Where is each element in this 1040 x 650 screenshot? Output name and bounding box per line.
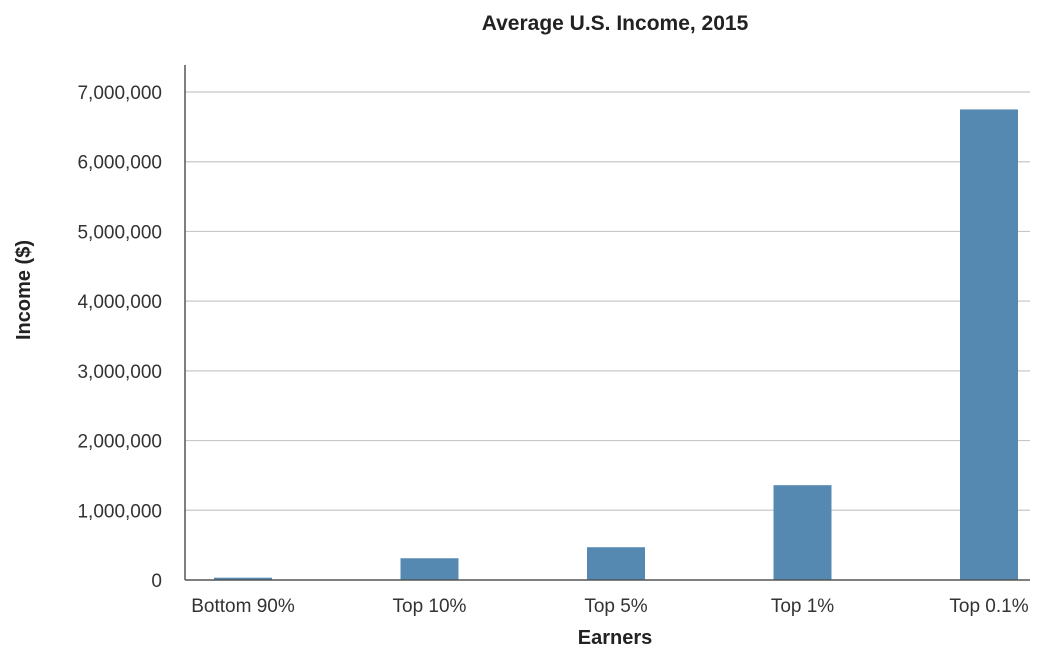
x-tick-label: Top 0.1% xyxy=(949,596,1028,617)
y-tick-label: 4,000,000 xyxy=(77,292,162,313)
bar xyxy=(400,558,459,580)
bar xyxy=(214,577,272,580)
y-tick-label: 0 xyxy=(151,571,162,592)
y-tick-label: 2,000,000 xyxy=(77,432,162,453)
x-tick-labels: Bottom 90% Top 10% Top 5% Top 1% Top 0.1% xyxy=(191,596,1028,617)
x-tick-label: Top 5% xyxy=(584,596,647,617)
bar xyxy=(960,109,1018,580)
bar xyxy=(587,547,645,580)
x-tick-label: Top 1% xyxy=(771,596,834,617)
bars xyxy=(214,109,1018,580)
y-tick-label: 3,000,000 xyxy=(77,362,162,383)
y-axis-label: Income ($) xyxy=(13,240,35,340)
bar xyxy=(773,485,832,580)
x-tick-label: Bottom 90% xyxy=(191,596,295,617)
chart-title: Average U.S. Income, 2015 xyxy=(482,12,749,35)
y-tick-label: 1,000,000 xyxy=(77,501,162,522)
gridlines xyxy=(185,91,1030,511)
x-tick-label: Top 10% xyxy=(393,596,467,617)
y-tick-labels: 0 1,000,000 2,000,000 3,000,000 4,000,000 5,0… xyxy=(77,83,162,592)
y-tick-label: 7,000,000 xyxy=(77,83,162,104)
x-axis-label: Earners xyxy=(578,627,653,649)
y-tick-label: 6,000,000 xyxy=(77,153,162,174)
y-tick-label: 5,000,000 xyxy=(77,222,162,243)
